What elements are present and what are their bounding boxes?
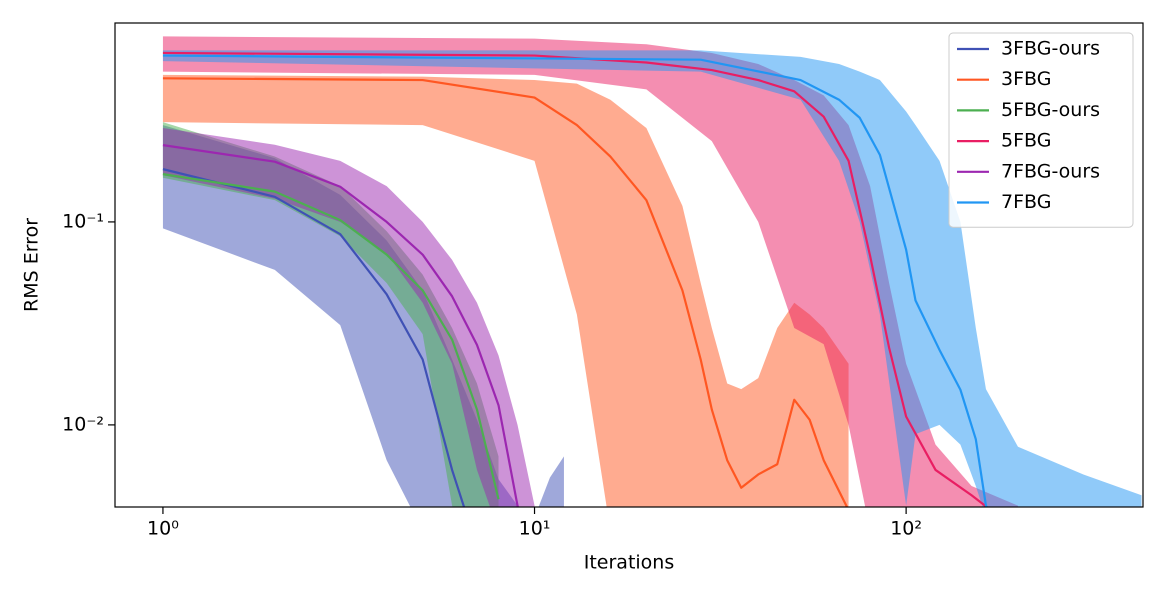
series-line bbox=[162, 54, 988, 507]
series-line bbox=[162, 77, 849, 507]
series-line bbox=[162, 168, 466, 507]
error-band bbox=[162, 36, 1018, 507]
legend-label: 3FBG bbox=[1001, 68, 1051, 90]
y-axis-label: RMS Error bbox=[21, 218, 43, 312]
legend-label: 3FBG-ours bbox=[1001, 38, 1100, 60]
x-tick-label: 10² bbox=[890, 518, 922, 540]
legend-label: 5FBG-ours bbox=[1001, 99, 1100, 121]
series-line bbox=[162, 173, 500, 500]
error-band bbox=[162, 74, 849, 507]
axes-frame bbox=[114, 22, 1144, 508]
series-line bbox=[162, 51, 989, 507]
x-tick-label: 10¹ bbox=[519, 518, 551, 540]
x-axis-label: Iterations bbox=[584, 552, 675, 574]
series-line bbox=[162, 144, 520, 507]
error-band bbox=[162, 50, 1142, 507]
legend-label: 7FBG bbox=[1001, 191, 1051, 213]
y-tick-label: 10⁻¹ bbox=[62, 210, 104, 232]
x-tick-label: 10⁰ bbox=[147, 518, 179, 540]
plot-area bbox=[162, 36, 1142, 507]
legend: 3FBG-ours 3FBG 5FBG-ours 5FBG 7FBG-ours 7FBG bbox=[948, 32, 1134, 228]
legend-box bbox=[948, 32, 1134, 228]
legend-label: 5FBG bbox=[1001, 130, 1051, 152]
error-band bbox=[162, 128, 535, 507]
legend-label: 7FBG-ours bbox=[1001, 160, 1100, 182]
y-tick-label: 10⁻² bbox=[62, 413, 104, 435]
